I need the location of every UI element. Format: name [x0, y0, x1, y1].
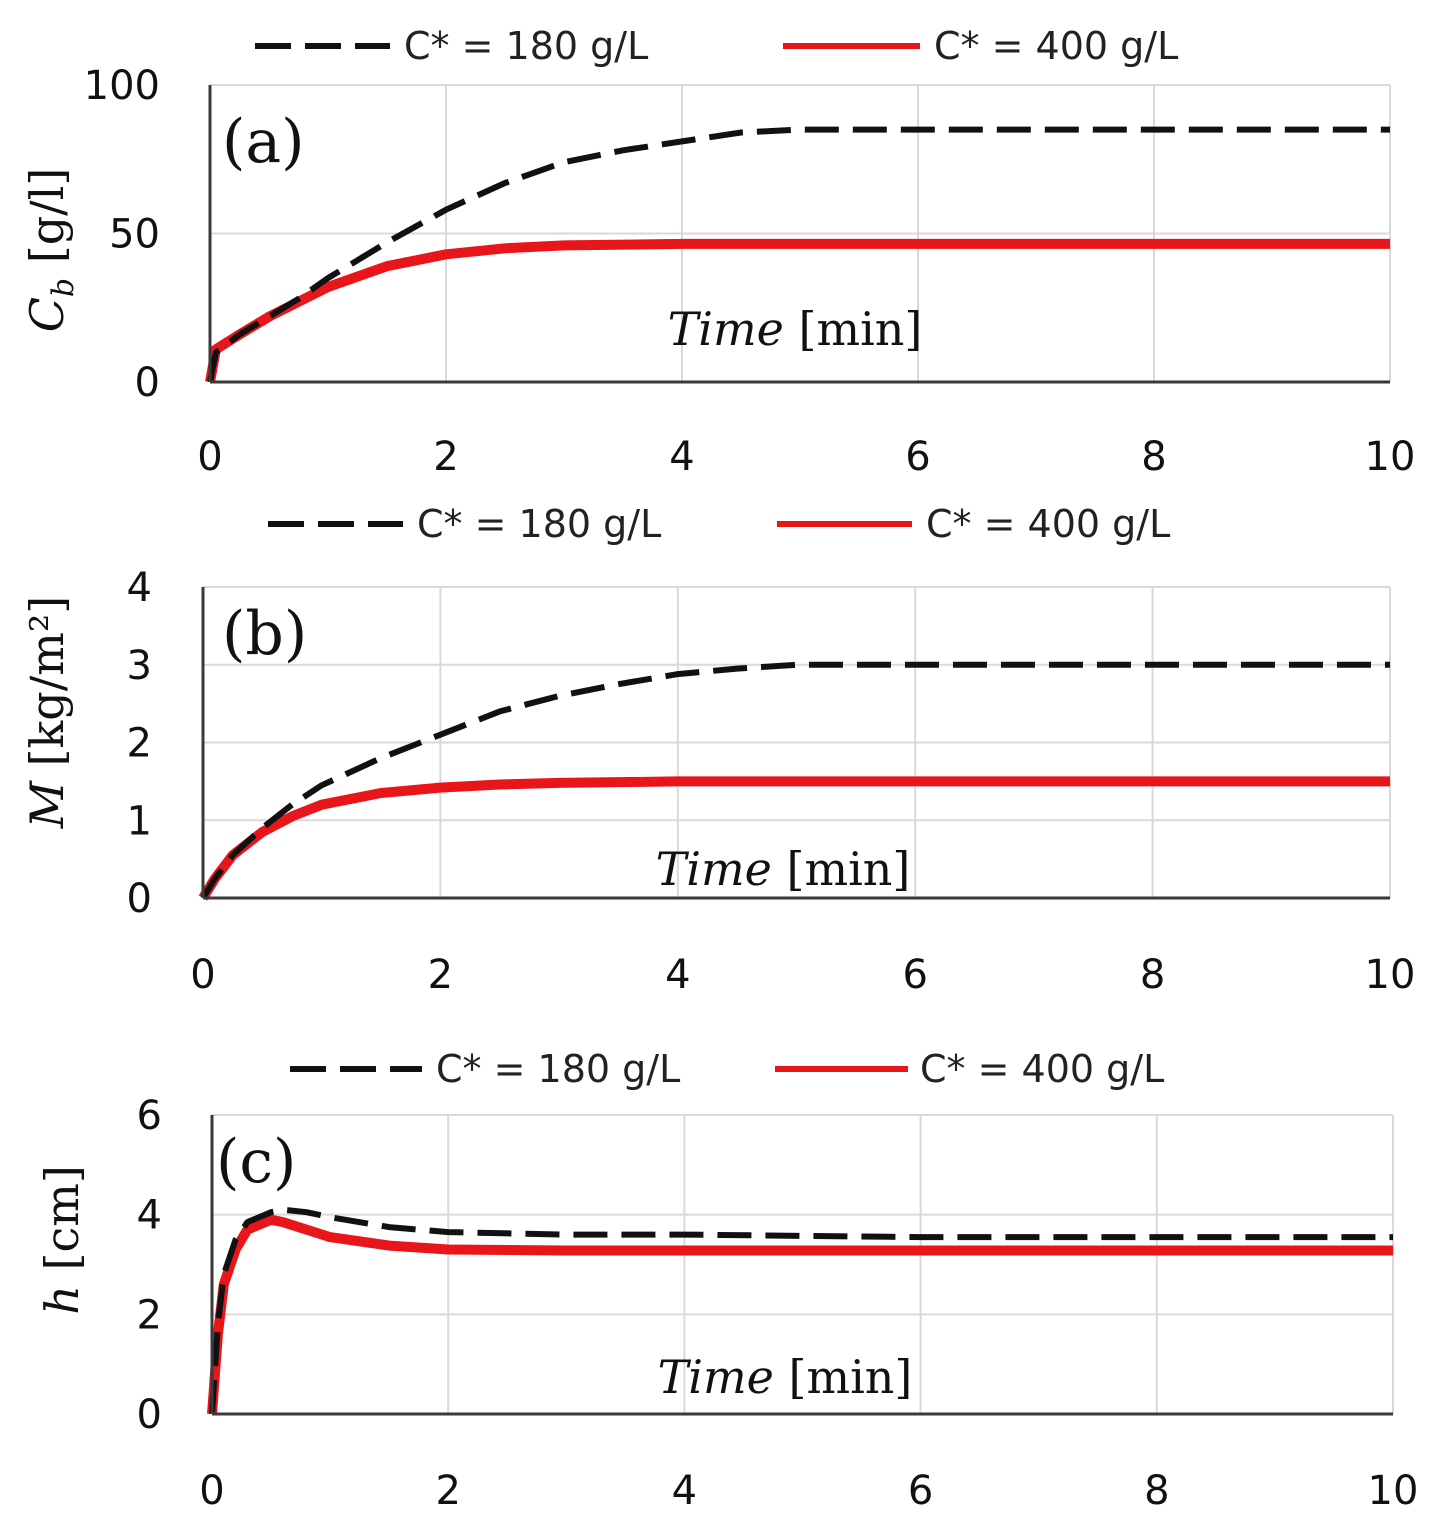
series-line-180: [200, 661, 1390, 900]
y-axis-label-unit: [g/l]: [20, 168, 74, 264]
gridlines: [212, 1114, 1394, 1414]
x-tick-label: 8: [1140, 952, 1165, 998]
x-tick-label: 6: [905, 434, 930, 480]
x-axis-label-space: [774, 1350, 789, 1404]
x-tick-label: 4: [672, 1468, 697, 1514]
x-axis-label-italic: Time: [656, 842, 772, 896]
y-tick-label: 4: [137, 1193, 162, 1239]
series-line-180: [209, 1206, 1393, 1415]
x-tick-label: 0: [197, 434, 222, 480]
legend-label-400: C* = 400 g/L: [926, 502, 1170, 546]
y-axis-label: M [kg/m²]: [20, 596, 74, 830]
y-tick-label: 0: [127, 876, 152, 922]
series-line-400: [207, 1214, 1393, 1415]
x-axis-label: Time [min]: [668, 302, 923, 356]
y-axis-label-symbol: M: [20, 779, 74, 829]
x-axis-label-italic: Time: [658, 1350, 774, 1404]
x-axis-label: Time [min]: [656, 842, 911, 896]
x-tick-label: 6: [908, 1468, 933, 1514]
panel-label: (b): [222, 599, 307, 669]
y-tick-label: 4: [127, 565, 152, 611]
panel-c: C* = 180 g/L C* = 400 g/L 0 2 4 6 0 2 4 6 8 10 (…: [35, 1047, 1418, 1514]
y-tick-labels: 0 1 2 3 4: [127, 565, 152, 922]
x-tick-label: 0: [199, 1468, 224, 1514]
x-axis-label: Time [min]: [658, 1350, 913, 1404]
y-axis-label-unit: [cm]: [35, 1165, 89, 1270]
y-axis-label: Cb [g/l]: [20, 168, 81, 333]
y-axis-label-space: [35, 1271, 89, 1286]
x-tick-label: 2: [433, 434, 458, 480]
x-tick-label: 8: [1141, 434, 1166, 480]
y-tick-label: 6: [137, 1093, 162, 1139]
y-tick-label: 50: [109, 212, 160, 258]
legend-label-180: C* = 180 g/L: [436, 1047, 680, 1091]
y-axis-label-unit: [kg/m²]: [20, 596, 74, 767]
x-axis-label-space: [784, 302, 799, 356]
y-axis-label-symbol: h: [35, 1285, 89, 1315]
y-tick-label: 2: [127, 721, 152, 767]
legend: C* = 180 g/L C* = 400 g/L: [255, 24, 1178, 68]
x-tick-label: 10: [1365, 952, 1416, 998]
y-axis-label-symbol: C: [20, 297, 74, 332]
x-tick-labels: 0 2 4 6 8 10: [197, 434, 1415, 480]
series-line-180: [207, 126, 1390, 383]
data-series: [205, 126, 1390, 383]
x-tick-label: 6: [902, 952, 927, 998]
x-tick-labels: 0 2 4 6 8 10: [199, 1468, 1418, 1514]
x-tick-label: 10: [1368, 1468, 1419, 1514]
panel-label: (c): [216, 1127, 296, 1197]
y-tick-label: 0: [137, 1392, 162, 1438]
legend: C* = 180 g/L C* = 400 g/L: [268, 502, 1170, 546]
y-tick-label: 100: [84, 63, 160, 109]
x-tick-label: 0: [190, 952, 215, 998]
data-series: [198, 661, 1390, 901]
y-axis-label-space: [20, 767, 74, 782]
x-axis-label-unit: [min]: [799, 302, 923, 356]
x-axis-label-space: [772, 842, 787, 896]
legend-label-400: C* = 400 g/L: [920, 1047, 1164, 1091]
x-tick-labels: 0 2 4 6 8 10: [190, 952, 1415, 998]
panel-label: (a): [222, 107, 305, 177]
y-tick-labels: 0 50 100: [84, 63, 160, 406]
legend-label-180: C* = 180 g/L: [417, 502, 661, 546]
gridlines: [203, 586, 1391, 898]
y-axis-label-space: [20, 263, 74, 278]
data-series: [207, 1206, 1393, 1415]
y-tick-label: 3: [127, 643, 152, 689]
x-tick-label: 10: [1365, 434, 1416, 480]
legend-label-180: C* = 180 g/L: [404, 24, 648, 68]
x-tick-label: 4: [669, 434, 694, 480]
y-tick-label: 1: [127, 798, 152, 844]
x-axis-label-italic: Time: [668, 302, 784, 356]
y-tick-labels: 0 2 4 6: [137, 1093, 162, 1438]
x-axis-label-unit: [min]: [789, 1350, 913, 1404]
legend-label-400: C* = 400 g/L: [934, 24, 1178, 68]
y-tick-label: 2: [137, 1292, 162, 1338]
x-tick-label: 2: [435, 1468, 460, 1514]
x-tick-label: 8: [1144, 1468, 1169, 1514]
y-axis-label-subscript: b: [46, 278, 81, 297]
x-tick-label: 2: [428, 952, 453, 998]
y-tick-label: 0: [135, 360, 160, 406]
gridlines: [210, 84, 1391, 382]
x-axis-label-unit: [min]: [787, 842, 911, 896]
legend: C* = 180 g/L C* = 400 g/L: [290, 1047, 1164, 1091]
panel-a: C* = 180 g/L C* = 400 g/L 0 50 100 0 2 4 6 8 10…: [20, 24, 1415, 480]
x-tick-label: 4: [665, 952, 690, 998]
y-axis-label: h [cm]: [35, 1165, 89, 1315]
